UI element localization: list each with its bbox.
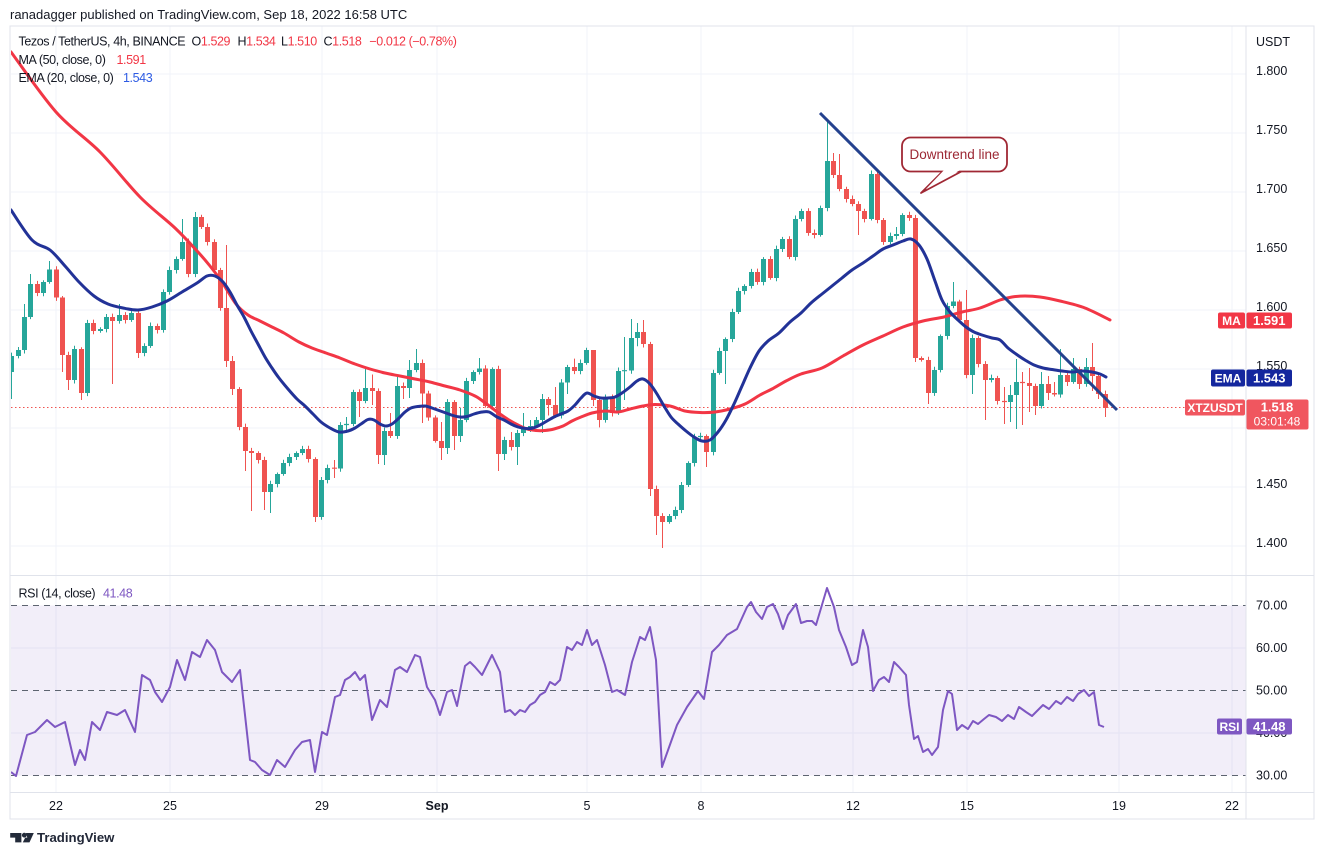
svg-text:1.800: 1.800 (1256, 64, 1287, 78)
svg-text:8: 8 (698, 799, 705, 813)
svg-text:1.750: 1.750 (1256, 123, 1287, 137)
svg-text:XTZUSDT: XTZUSDT (1187, 401, 1243, 415)
svg-text:03:01:48: 03:01:48 (1254, 415, 1301, 429)
svg-text:1.600: 1.600 (1256, 300, 1287, 314)
svg-text:30.00: 30.00 (1256, 769, 1287, 783)
svg-text:1.650: 1.650 (1256, 241, 1287, 255)
svg-text:1.518: 1.518 (1261, 400, 1294, 415)
svg-text:1.400: 1.400 (1256, 536, 1287, 550)
svg-text:MA (50, close, 0)1.591: MA (50, close, 0) 1.591 (19, 53, 147, 67)
svg-text:Sep: Sep (426, 799, 449, 813)
svg-text:22: 22 (49, 799, 63, 813)
svg-text:EMA: EMA (1215, 371, 1242, 385)
svg-text:USDT: USDT (1256, 35, 1290, 49)
svg-text:41.48: 41.48 (1253, 719, 1286, 734)
svg-text:50.00: 50.00 (1256, 684, 1287, 698)
svg-text:12: 12 (846, 799, 860, 813)
svg-text:19: 19 (1112, 799, 1126, 813)
svg-text:Tezos / TetherUS, 4h, BINANCE: Tezos / TetherUS, 4h, BINANCE (19, 35, 186, 49)
svg-text:Downtrend line: Downtrend line (909, 147, 999, 162)
svg-text:EMA (20, close, 0)1.543: EMA (20, close, 0) 1.543 (19, 71, 153, 85)
svg-text:29: 29 (315, 799, 329, 813)
svg-text:RSI: RSI (1219, 720, 1239, 734)
svg-text:RSI (14, close)41.48: RSI (14, close) 41.48 (19, 587, 133, 601)
svg-text:60.00: 60.00 (1256, 641, 1287, 655)
svg-text:22: 22 (1225, 799, 1239, 813)
svg-text:1.450: 1.450 (1256, 477, 1287, 491)
svg-text:25: 25 (163, 799, 177, 813)
svg-text:MA: MA (1222, 314, 1241, 328)
svg-text:1.543: 1.543 (1253, 371, 1286, 386)
svg-text:5: 5 (584, 799, 591, 813)
svg-text:70.00: 70.00 (1256, 599, 1287, 613)
svg-text:TradingView: TradingView (37, 830, 115, 845)
svg-text:15: 15 (960, 799, 974, 813)
svg-text:1.700: 1.700 (1256, 182, 1287, 196)
svg-text:1.591: 1.591 (1253, 313, 1286, 328)
svg-text:ranadagger published on Tradin: ranadagger published on TradingView.com,… (10, 7, 407, 22)
